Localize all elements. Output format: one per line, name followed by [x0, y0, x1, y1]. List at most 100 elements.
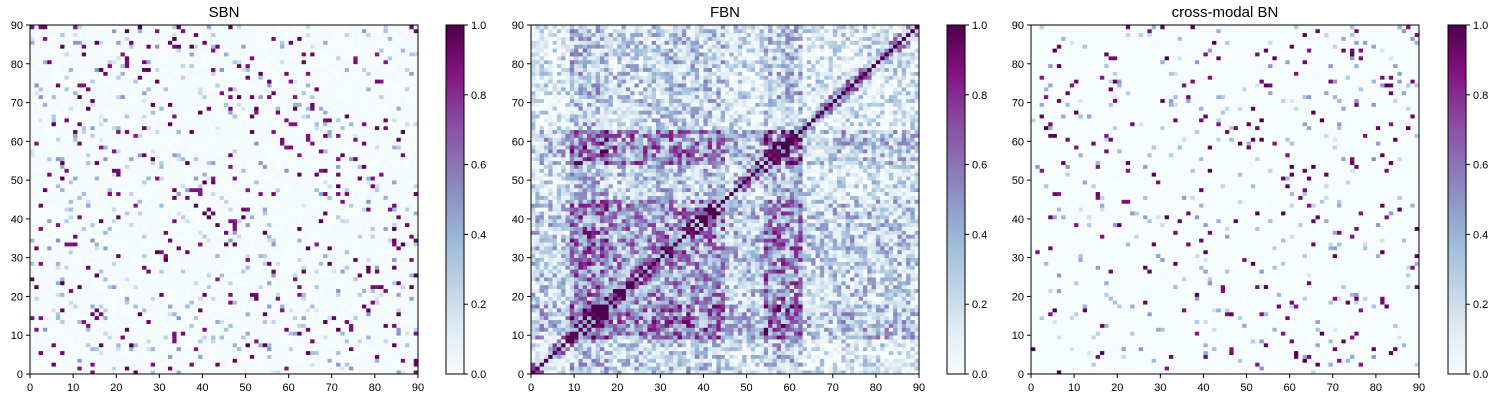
heatmap-cell — [401, 281, 406, 285]
heatmap-cell — [159, 351, 164, 355]
heatmap-cell — [263, 335, 268, 339]
heatmap-cell — [345, 324, 350, 328]
heatmap-cell — [146, 196, 151, 200]
heatmap-cell — [73, 242, 78, 246]
heatmap-cell — [164, 362, 169, 366]
heatmap-cell — [293, 324, 298, 328]
heatmap-cell — [237, 250, 242, 254]
heatmap-cell — [358, 227, 363, 231]
heatmap-cell — [86, 196, 91, 200]
heatmap-cell — [310, 327, 315, 331]
heatmap-cell — [142, 296, 147, 300]
heatmap-cell — [246, 223, 251, 227]
heatmap-cell — [246, 184, 251, 188]
heatmap-cell — [246, 312, 251, 316]
heatmap-cell — [409, 234, 414, 238]
heatmap-cell — [237, 238, 242, 242]
heatmap-cell — [181, 165, 186, 169]
heatmap-cell — [310, 165, 315, 169]
heatmap-cell — [332, 335, 337, 339]
heatmap-cell — [353, 262, 358, 266]
heatmap-cell — [159, 188, 164, 192]
heatmap-cell — [284, 200, 289, 204]
heatmap-cell — [181, 223, 186, 227]
heatmap-cell — [146, 231, 151, 235]
heatmap-cell — [99, 238, 104, 242]
heatmap-cell — [64, 180, 69, 184]
heatmap-cell — [103, 258, 108, 262]
heatmap-cell — [405, 172, 410, 176]
heatmap-cell — [56, 362, 61, 366]
heatmap-cell — [103, 262, 108, 266]
heatmap-cell — [207, 312, 212, 316]
heatmap-cell — [181, 242, 186, 246]
heatmap-cell — [172, 200, 177, 204]
heatmap-cell — [164, 250, 169, 254]
heatmap-cell — [116, 161, 121, 165]
heatmap-cell — [194, 262, 199, 266]
heatmap-cell — [39, 219, 44, 223]
heatmap-cell — [211, 285, 216, 289]
heatmap-cell — [349, 180, 354, 184]
heatmap-cell — [358, 281, 363, 285]
heatmap-cell — [388, 362, 393, 366]
heatmap-cell — [271, 165, 276, 169]
heatmap-cell — [146, 293, 151, 297]
heatmap-cell — [263, 358, 268, 362]
heatmap-cell — [168, 234, 173, 238]
heatmap-cell — [293, 203, 298, 207]
heatmap-cell — [345, 285, 350, 289]
heatmap-cell — [82, 327, 87, 331]
heatmap-cell — [409, 304, 414, 308]
heatmap-cell — [138, 180, 143, 184]
heatmap-cell — [185, 281, 190, 285]
heatmap-cell — [90, 347, 95, 351]
heatmap-cell — [95, 339, 100, 343]
heatmap-cell — [73, 172, 78, 176]
heatmap-cell — [392, 227, 397, 231]
heatmap-cell — [95, 262, 100, 266]
heatmap-cell — [315, 262, 320, 266]
heatmap-cell — [103, 168, 108, 172]
heatmap-cell — [379, 238, 384, 242]
heatmap-cell — [254, 269, 259, 273]
heatmap-cell — [95, 180, 100, 184]
heatmap-cell — [267, 273, 272, 277]
heatmap-cell — [215, 238, 220, 242]
heatmap-cell — [327, 347, 332, 351]
heatmap-cell — [315, 168, 320, 172]
heatmap-cell — [215, 200, 220, 204]
heatmap-cell — [220, 285, 225, 289]
heatmap-cell — [215, 304, 220, 308]
heatmap-cell — [336, 254, 341, 258]
heatmap-cell — [34, 277, 39, 281]
heatmap-cell — [409, 223, 414, 227]
heatmap-cell — [52, 285, 57, 289]
heatmap-cell — [125, 223, 130, 227]
heatmap-cell — [73, 273, 78, 277]
heatmap-cell — [172, 366, 177, 370]
heatmap-cell — [371, 242, 376, 246]
heatmap-cell — [250, 269, 255, 273]
heatmap-cell — [323, 316, 328, 320]
heatmap-cell — [366, 188, 371, 192]
heatmap-cell — [138, 285, 143, 289]
heatmap-cell — [159, 277, 164, 281]
heatmap-cell — [116, 296, 121, 300]
heatmap-cell — [297, 362, 302, 366]
heatmap-cell — [233, 320, 238, 324]
heatmap-cell — [388, 293, 393, 297]
heatmap-cell — [254, 312, 259, 316]
heatmap-cell — [185, 180, 190, 184]
heatmap-cell — [168, 327, 173, 331]
heatmap-cell — [77, 211, 82, 215]
heatmap-cell — [34, 180, 39, 184]
heatmap-cell — [250, 366, 255, 370]
heatmap-cell — [95, 176, 100, 180]
heatmap-cell — [198, 254, 203, 258]
heatmap-cell — [250, 343, 255, 347]
heatmap-cell — [82, 188, 87, 192]
heatmap-cell — [315, 339, 320, 343]
heatmap-cell — [133, 362, 138, 366]
heatmap-cell — [202, 358, 207, 362]
